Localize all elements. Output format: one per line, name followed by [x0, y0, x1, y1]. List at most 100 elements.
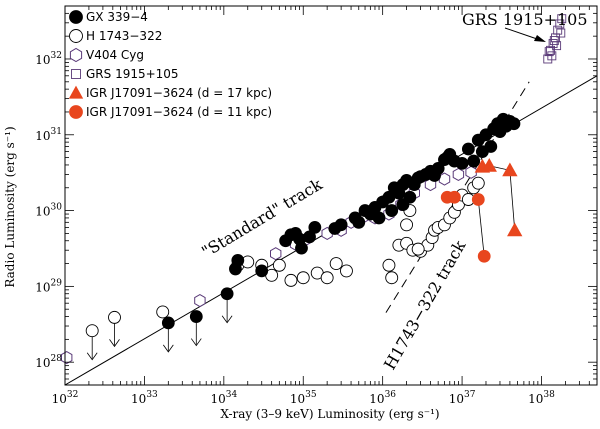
data-point [452, 167, 465, 181]
data-point [329, 257, 343, 271]
data-point [552, 41, 562, 51]
data-point [270, 247, 282, 261]
data-point [156, 305, 170, 319]
y-tick-label: 1029 [35, 278, 62, 294]
data-point [352, 215, 366, 229]
y-tick-label: 1028 [35, 354, 62, 370]
legend: GX 339−4 H 1743−322 V404 Cyg GRS 1915+105 IG… [68, 10, 272, 119]
data-point [555, 19, 565, 29]
axis-tick-labels: 1032 1033 1034 1035 1036 1037 1038 1028 1029 1030… [35, 51, 555, 406]
upper-limit-head [162, 344, 174, 353]
legend-marker [69, 10, 83, 24]
y-axis-label: Radio Luminosity (erg s⁻¹) [3, 126, 17, 287]
data-point [471, 176, 485, 190]
data-point [440, 151, 454, 165]
data-point [556, 28, 566, 38]
data-point [334, 218, 348, 232]
legend-item: H 1743−322 [69, 29, 162, 43]
data-point [557, 14, 567, 24]
legend-label: IGR J17091−3624 (d = 17 kpc) [86, 86, 272, 100]
legend-marker [68, 85, 84, 99]
x-tick-label: 1036 [369, 390, 396, 406]
x-tick-label: 1032 [52, 390, 79, 406]
upper-limit-head [221, 315, 233, 324]
data-point [549, 36, 559, 46]
x-tick-label: 1038 [528, 390, 555, 406]
data-point [108, 310, 121, 324]
series-0 [161, 112, 521, 330]
data-point [481, 157, 497, 172]
legend-item: V404 Cyg [69, 47, 144, 63]
legend-marker [69, 29, 83, 43]
data-point [471, 193, 485, 206]
upper-limit-head [86, 352, 98, 361]
data-point [385, 271, 399, 285]
legend-item: GRS 1915+105 [71, 67, 179, 81]
data-point [411, 242, 425, 256]
grs-1915-arrow-line [504, 27, 541, 41]
data-point [85, 324, 99, 338]
legend-item: IGR J17091−3624 (d = 11 kpc) [69, 105, 272, 119]
x-axis-label: X-ray (3–9 keV) Luminosity (erg s⁻¹) [220, 407, 439, 421]
data-point [320, 271, 334, 285]
data-point [507, 222, 523, 237]
upper-limit-head [190, 338, 202, 347]
legend-label: GX 339−4 [86, 10, 148, 24]
data-point [411, 171, 425, 185]
data-point [295, 241, 308, 255]
data-point [372, 211, 386, 225]
data-point [455, 156, 469, 170]
legend-label: IGR J17091−3624 (d = 11 kpc) [86, 105, 272, 119]
legend-label: H 1743−322 [86, 29, 162, 43]
grs-1915-arrow-head [534, 35, 546, 42]
data-point [284, 273, 298, 287]
x-tick-label: 1033 [131, 390, 158, 406]
data-point [477, 249, 491, 263]
x-tick-label: 1037 [449, 390, 476, 406]
data-point [546, 45, 555, 55]
upper-limit-arrows [86, 299, 233, 361]
legend-item: IGR J17091−3624 (d = 17 kpc) [68, 85, 272, 100]
series-3 [543, 14, 567, 64]
data-point [161, 316, 175, 330]
plot-frame [64, 5, 598, 386]
series-5 [440, 190, 491, 263]
data-point [502, 162, 518, 177]
data-point [507, 117, 521, 131]
data-point [229, 262, 242, 276]
data-point [385, 204, 399, 217]
data-point [461, 142, 475, 156]
data-point [428, 169, 441, 182]
x-tick-label: 1034 [210, 390, 237, 406]
data-point [194, 294, 206, 308]
data-point [340, 264, 353, 278]
legend-marker [69, 105, 83, 119]
legend-marker [69, 47, 83, 63]
data-point [61, 351, 73, 365]
legend-label: V404 Cyg [86, 48, 144, 62]
y-tick-label: 1031 [35, 127, 62, 143]
x-tick-label: 1035 [290, 390, 317, 406]
data-point [255, 264, 269, 278]
data-point [400, 218, 414, 232]
series-1 [85, 176, 485, 338]
data-point [220, 287, 234, 301]
data-point [382, 258, 396, 272]
series-4 [474, 157, 523, 237]
axis-ticks [64, 5, 598, 386]
data-point [465, 165, 477, 179]
data-point [308, 220, 322, 234]
data-point [484, 140, 498, 153]
data-point [396, 198, 410, 211]
data-point [544, 47, 554, 57]
data-point [447, 190, 461, 204]
y-tick-label: 1030 [35, 203, 62, 219]
data-point [553, 25, 563, 35]
data-point [467, 154, 481, 168]
y-tick-label: 1032 [35, 51, 62, 67]
data-point [189, 310, 203, 323]
legend-marker [71, 69, 81, 79]
grs-1915-label: GRS 1915+105 [462, 10, 588, 29]
